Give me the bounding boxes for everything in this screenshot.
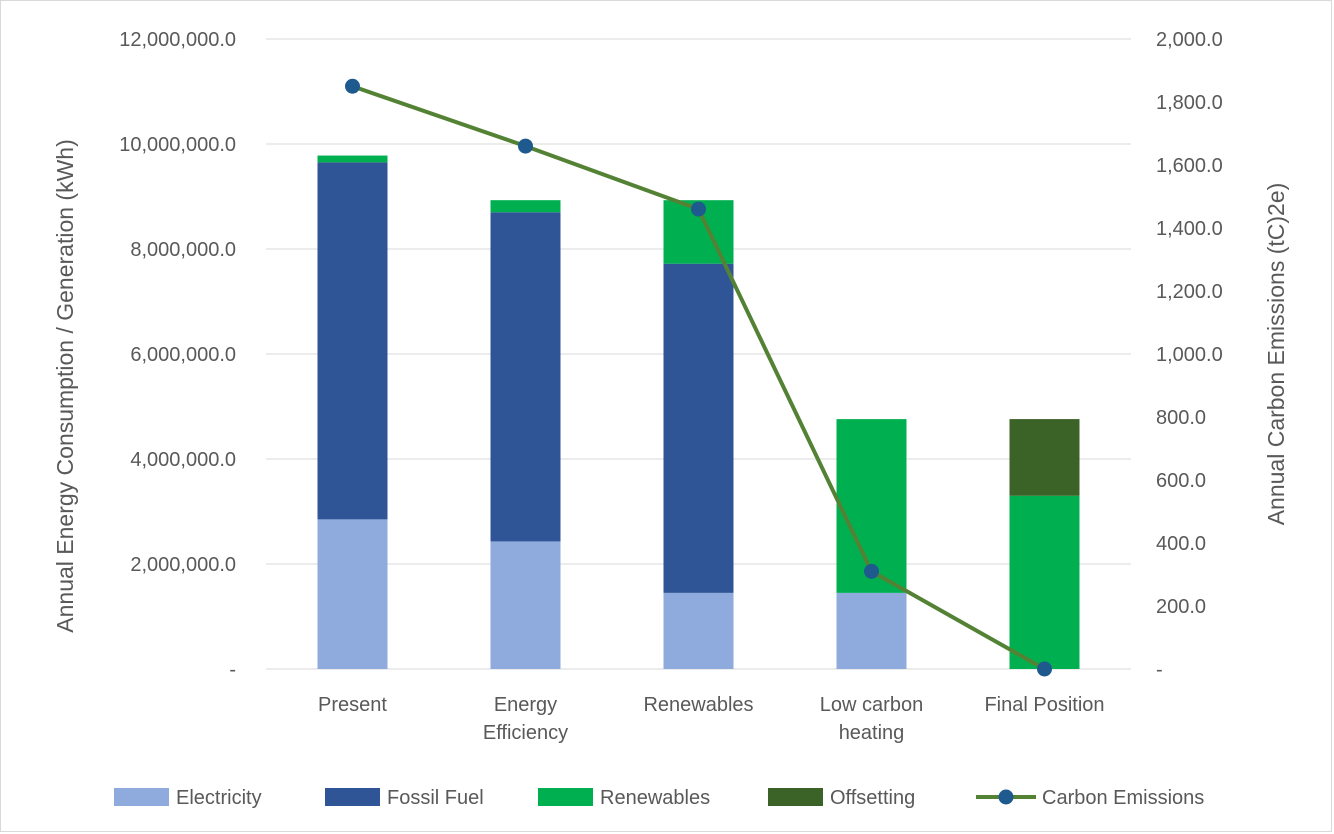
x-tick-label: Present <box>318 694 387 716</box>
carbon-emissions-point <box>864 563 879 579</box>
right-tick-label: - <box>1156 659 1163 681</box>
x-tick-label: Energy Efficiency <box>483 694 568 744</box>
legend: Electricity Fossil Fuel Renewables Offsetti… <box>114 787 1204 809</box>
carbon-emissions-point <box>345 78 360 94</box>
left-tick-label: 6,000,000.0 <box>130 344 236 366</box>
right-tick-label: 2,000.0 <box>1156 29 1223 51</box>
emissions-line <box>345 78 1052 677</box>
bar-renewables <box>1009 495 1080 669</box>
right-axis-ticks: - 200.0 400.0 600.0 800.0 1,000.0 1,200.0 1,400… <box>1156 29 1223 681</box>
left-axis-title: Annual Energy Consumption / Generation (… <box>52 139 78 632</box>
legend-label: Fossil Fuel <box>387 787 484 809</box>
legend-label: Carbon Emissions <box>1042 787 1204 809</box>
x-axis-ticks: Present Energy Efficiency Renewables Low car… <box>318 694 1105 744</box>
bar-electricity <box>663 592 734 669</box>
right-tick-label: 800.0 <box>1156 407 1206 429</box>
right-tick-label: 400.0 <box>1156 533 1206 555</box>
bar-renewables <box>490 200 561 213</box>
right-tick-label: 1,200.0 <box>1156 281 1223 303</box>
right-tick-label: 1,400.0 <box>1156 218 1223 240</box>
bar-fossil-fuel <box>490 212 561 542</box>
left-tick-label: 2,000,000.0 <box>130 554 236 576</box>
carbon-emissions-point <box>691 201 706 217</box>
bar-electricity <box>836 592 907 669</box>
legend-swatch <box>114 788 169 806</box>
bar-fossil-fuel <box>317 162 388 520</box>
bar-renewables <box>317 155 388 163</box>
x-tick-label: Renewables <box>643 694 753 716</box>
right-tick-label: 1,000.0 <box>1156 344 1223 366</box>
right-tick-label: 200.0 <box>1156 596 1206 618</box>
legend-label: Offsetting <box>830 787 915 809</box>
legend-marker <box>998 789 1014 805</box>
stacked-bars <box>317 155 1080 669</box>
legend-swatch <box>325 788 380 806</box>
right-tick-label: 1,800.0 <box>1156 92 1223 114</box>
bar-fossil-fuel <box>663 263 734 593</box>
right-tick-label: 1,600.0 <box>1156 155 1223 177</box>
left-tick-label: 4,000,000.0 <box>130 449 236 471</box>
bar-offsetting <box>1009 419 1080 496</box>
right-axis-title: Annual Carbon Emissions (tC)2e) <box>1263 183 1289 526</box>
x-tick-label: Low carbon heating <box>820 694 923 744</box>
legend-label: Renewables <box>600 787 710 809</box>
legend-swatch <box>768 788 823 806</box>
left-tick-label: 8,000,000.0 <box>130 239 236 261</box>
left-tick-label: 10,000,000.0 <box>119 134 236 156</box>
right-tick-label: 600.0 <box>1156 470 1206 492</box>
carbon-emissions-point <box>518 138 533 154</box>
carbon-emissions-point <box>1037 661 1052 677</box>
bar-electricity <box>490 541 561 669</box>
left-axis-ticks: - 2,000,000.0 4,000,000.0 6,000,000.0 8,000,… <box>119 29 236 681</box>
legend-label: Electricity <box>176 787 262 809</box>
left-tick-label: 12,000,000.0 <box>119 29 236 51</box>
left-tick-label: - <box>229 659 236 681</box>
x-tick-label: Final Position <box>984 694 1104 716</box>
legend-swatch <box>538 788 593 806</box>
bar-electricity <box>317 519 388 669</box>
